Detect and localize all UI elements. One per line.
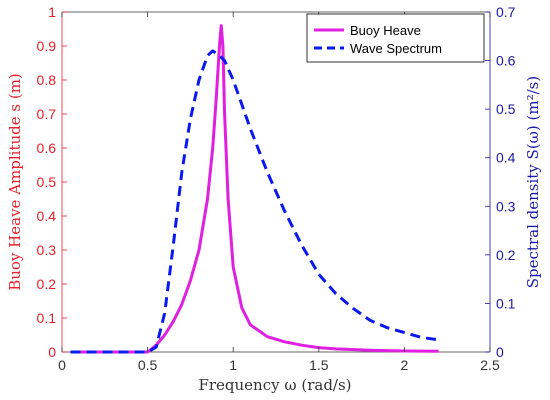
series-layer [70, 24, 439, 354]
x-axis-title: Frequency ω (rad/s) [198, 376, 351, 394]
y-left-tick-label: 0.1 [37, 310, 57, 326]
x-tick-label: 1.5 [309, 357, 329, 373]
x-tick-label: 0 [58, 357, 66, 373]
y-right-tick-label: 0.2 [496, 247, 516, 263]
series-line-wave-spectrum [70, 49, 439, 354]
y-right-tick-label: 0.6 [496, 53, 516, 69]
y-left-tick-label: 0.5 [37, 174, 57, 190]
x-tick-label: 1 [229, 357, 237, 373]
x-tick-label: 2.5 [480, 357, 500, 373]
y-axis-left-title: Buoy Heave Amplitude s (m) [6, 73, 24, 291]
y-right-tick-label: 0.3 [496, 198, 516, 214]
y-right-tick-label: 0.4 [496, 150, 516, 166]
axes-layer [61, 11, 491, 353]
y-left-tick-label: 0.7 [37, 106, 57, 122]
ticks-layer: 0 0.5 1 1.5 2 2.500.10.20.30.40.50.60.70.80.9… [37, 4, 516, 373]
y-left-tick-label: 0.4 [37, 208, 57, 224]
x-tick-label: 0.5 [138, 357, 158, 373]
legend-label-wave-spectrum: Wave Spectrum [350, 41, 442, 56]
y-left-tick-label: 0 [48, 344, 56, 360]
y-left-tick-label: 1 [48, 4, 56, 20]
legend-label-buoy-heave: Buoy Heave [350, 23, 421, 38]
legend-box [306, 13, 485, 63]
y-left-tick-label: 0.8 [37, 72, 57, 88]
x-tick-label: 2 [401, 357, 409, 373]
y-axis-right-title: Spectral density S(ω) (m²/s) [524, 76, 542, 288]
y-right-tick-label: 0.7 [496, 4, 516, 20]
series-line-buoy-heave [70, 24, 439, 354]
y-left-tick-label: 0.2 [37, 276, 57, 292]
y-left-tick-label: 0.9 [37, 38, 57, 54]
y-right-tick-label: 0 [496, 344, 504, 360]
y-right-tick-label: 0.5 [496, 101, 516, 117]
y-right-tick-label: 0.1 [496, 295, 516, 311]
legend: Buoy Heave Wave Spectrum [306, 13, 485, 63]
y-left-tick-label: 0.6 [37, 140, 57, 156]
y-left-tick-label: 0.3 [37, 242, 57, 258]
